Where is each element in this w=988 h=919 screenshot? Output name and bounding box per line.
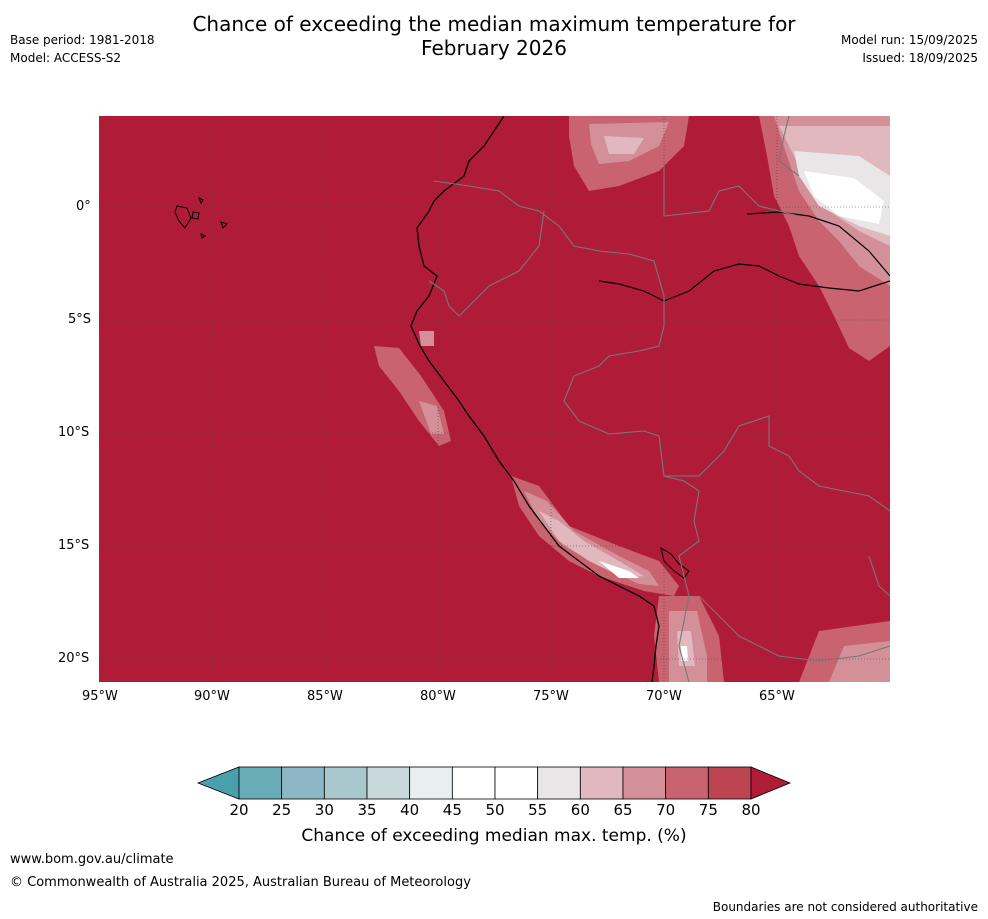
lon-tick-80w: 80°W [420,689,456,704]
colorbar-label-75: 75 [698,801,718,819]
colorbar-bin-45 [451,766,496,800]
chart-title: Chance of exceeding the median maximum t… [0,12,988,60]
coastline [410,116,660,682]
lon-tick-85w: 85°W [307,689,343,704]
amazon-river-north [746,211,890,277]
anomaly-patch-amazon [759,116,890,361]
colorbar [196,766,792,800]
title-line-2: February 2026 [421,36,567,60]
colorbar-label-55: 55 [528,801,548,819]
forecast-map [99,116,890,682]
colorbar-label-80: 80 [741,801,761,819]
colorbar-bin-75 [707,766,752,800]
lon-tick-70w: 70°W [646,689,682,704]
map-background [99,116,890,682]
amazon-river [598,263,890,302]
lat-tick-5s: 5°S [68,312,92,327]
colorbar-label-30: 30 [314,801,334,819]
lon-tick-95w: 95°W [82,689,118,704]
colorbar-bin-65 [622,766,667,800]
colorbar-low-extend [196,766,240,800]
lat-tick-10s: 10°S [58,425,90,440]
colorbar-bin-25 [281,766,325,800]
colorbar-label-25: 25 [272,801,292,819]
colorbar-bin-60 [579,766,624,800]
footer-disclaimer: Boundaries are not considered authoritat… [712,900,978,914]
colorbar-label-65: 65 [613,801,633,819]
country-boundaries [428,116,890,682]
colorbar-label-70: 70 [656,801,676,819]
colorbar-labels: 20 25 30 35 40 45 50 55 60 65 70 75 80 [0,801,988,823]
colorbar-bin-55 [537,766,581,800]
lake-titicaca [660,546,690,579]
lon-tick-75w: 75°W [533,689,569,704]
issued-date: Issued: 18/09/2025 [862,51,978,65]
colorbar-label-50: 50 [485,801,505,819]
lat-tick-20s: 20°S [58,651,90,666]
base-period: Base period: 1981-2018 [10,33,155,47]
colorbar-bin-30 [323,766,368,800]
colorbar-label-40: 40 [400,801,420,819]
colorbar-bin-70 [665,766,709,800]
title-line-1: Chance of exceeding the median maximum t… [192,12,796,36]
colorbar-label-60: 60 [570,801,590,819]
lat-tick-0: 0° [76,199,91,214]
footer-copyright: © Commonwealth of Australia 2025, Austra… [10,875,471,890]
colorbar-title: Chance of exceeding median max. temp. (%… [301,826,687,846]
model-run: Model run: 15/09/2025 [840,33,978,47]
lon-tick-65w: 65°W [759,689,795,704]
graticule [99,116,890,682]
colorbar-bin-20 [238,766,283,800]
colorbar-label-20: 20 [229,801,249,819]
colorbar-label-45: 45 [442,801,462,819]
model-name: Model: ACCESS-S2 [10,51,122,65]
colorbar-bin-35 [366,766,411,800]
anomaly-patch-north [569,116,689,191]
lon-tick-90w: 90°W [194,689,230,704]
colorbar-high-extend [750,766,792,800]
galapagos-islands [174,196,228,239]
colorbar-label-35: 35 [357,801,377,819]
footer-url[interactable]: www.bom.gov.au/climate [10,852,174,867]
colorbar-bin-50 [494,766,539,800]
colorbar-bin-40 [409,766,453,800]
lat-tick-15s: 15°S [58,538,90,553]
